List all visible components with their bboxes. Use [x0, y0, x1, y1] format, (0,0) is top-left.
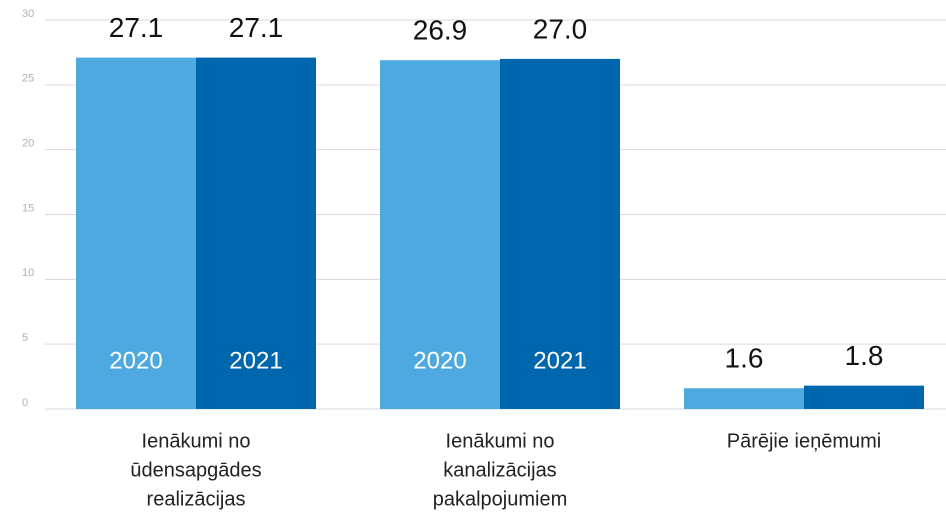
series-label: 2021: [229, 347, 282, 374]
y-tick-label: 20: [22, 138, 34, 150]
value-label: 27.1: [229, 12, 284, 43]
x-tick-label: Pārējie ieņēmumi: [727, 430, 882, 452]
x-tick-label: pakalpojumiem: [433, 488, 568, 510]
y-tick-label: 10: [22, 267, 34, 279]
x-tick-label: Ienākumi no: [142, 430, 251, 452]
value-label: 27.0: [533, 13, 588, 44]
value-label: 27.1: [109, 12, 164, 43]
bar: [196, 57, 316, 409]
x-tick-label: realizācijas: [147, 488, 246, 510]
y-tick-label: 25: [22, 73, 34, 85]
bar: [380, 60, 500, 410]
bar: [500, 58, 620, 410]
y-tick-label: 5: [22, 332, 28, 344]
series-label: 2020: [109, 347, 162, 374]
x-tick-label: Ienākumi no: [446, 430, 555, 452]
y-tick-label: 0: [22, 397, 28, 409]
series-label: 2021: [533, 347, 586, 374]
value-label: 1.8: [845, 340, 884, 371]
y-tick-label: 30: [22, 8, 34, 20]
value-label: 26.9: [413, 15, 468, 46]
bar: [684, 388, 804, 409]
value-label: 1.6: [725, 343, 764, 374]
bar: [804, 385, 924, 409]
x-tick-label: kanalizācijas: [443, 459, 556, 481]
bar: [76, 57, 196, 409]
y-tick-label: 15: [22, 202, 34, 214]
x-tick-label: ūdensapgādes: [130, 459, 261, 481]
series-label: 2020: [413, 347, 466, 374]
